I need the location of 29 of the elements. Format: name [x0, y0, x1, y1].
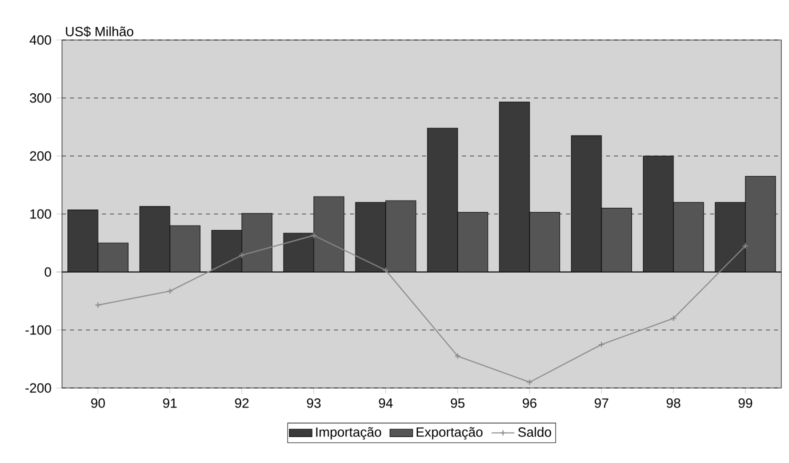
- legend-label: Importação: [316, 427, 382, 440]
- point: [238, 252, 246, 258]
- legend-label: Saldo: [518, 427, 552, 437]
- x-tick-label: 94: [378, 398, 393, 408]
- point: [454, 352, 461, 360]
- y-tick-label: 200: [30, 151, 52, 161]
- x-tick-label: 91: [163, 398, 177, 408]
- point: [310, 232, 317, 239]
- x-tick-label: 92: [235, 398, 249, 408]
- point: [166, 288, 174, 294]
- x-tick-label: 90: [91, 398, 105, 408]
- x-tick-label: 95: [450, 398, 464, 408]
- y-tick-label: 300: [30, 93, 52, 103]
- point: [382, 267, 389, 274]
- x-tick-label: 97: [594, 398, 608, 408]
- legend-label: Exportação: [416, 427, 483, 440]
- y-axis-title: US$ Milhão: [66, 26, 134, 38]
- y-tick-label: 100: [30, 209, 52, 219]
- y-tick-label: 400: [30, 35, 52, 45]
- point: [526, 378, 533, 386]
- point: [670, 315, 677, 322]
- y-tick-label: -100: [26, 325, 52, 335]
- y-tick-label: 0: [44, 267, 52, 277]
- x-tick-label: 93: [306, 398, 321, 408]
- x-tick-label: 99: [738, 398, 752, 408]
- x-tick-label: 98: [666, 398, 680, 408]
- y-tick-label: -200: [26, 383, 52, 393]
- point: [598, 341, 605, 348]
- x-tick-label: 96: [522, 398, 536, 408]
